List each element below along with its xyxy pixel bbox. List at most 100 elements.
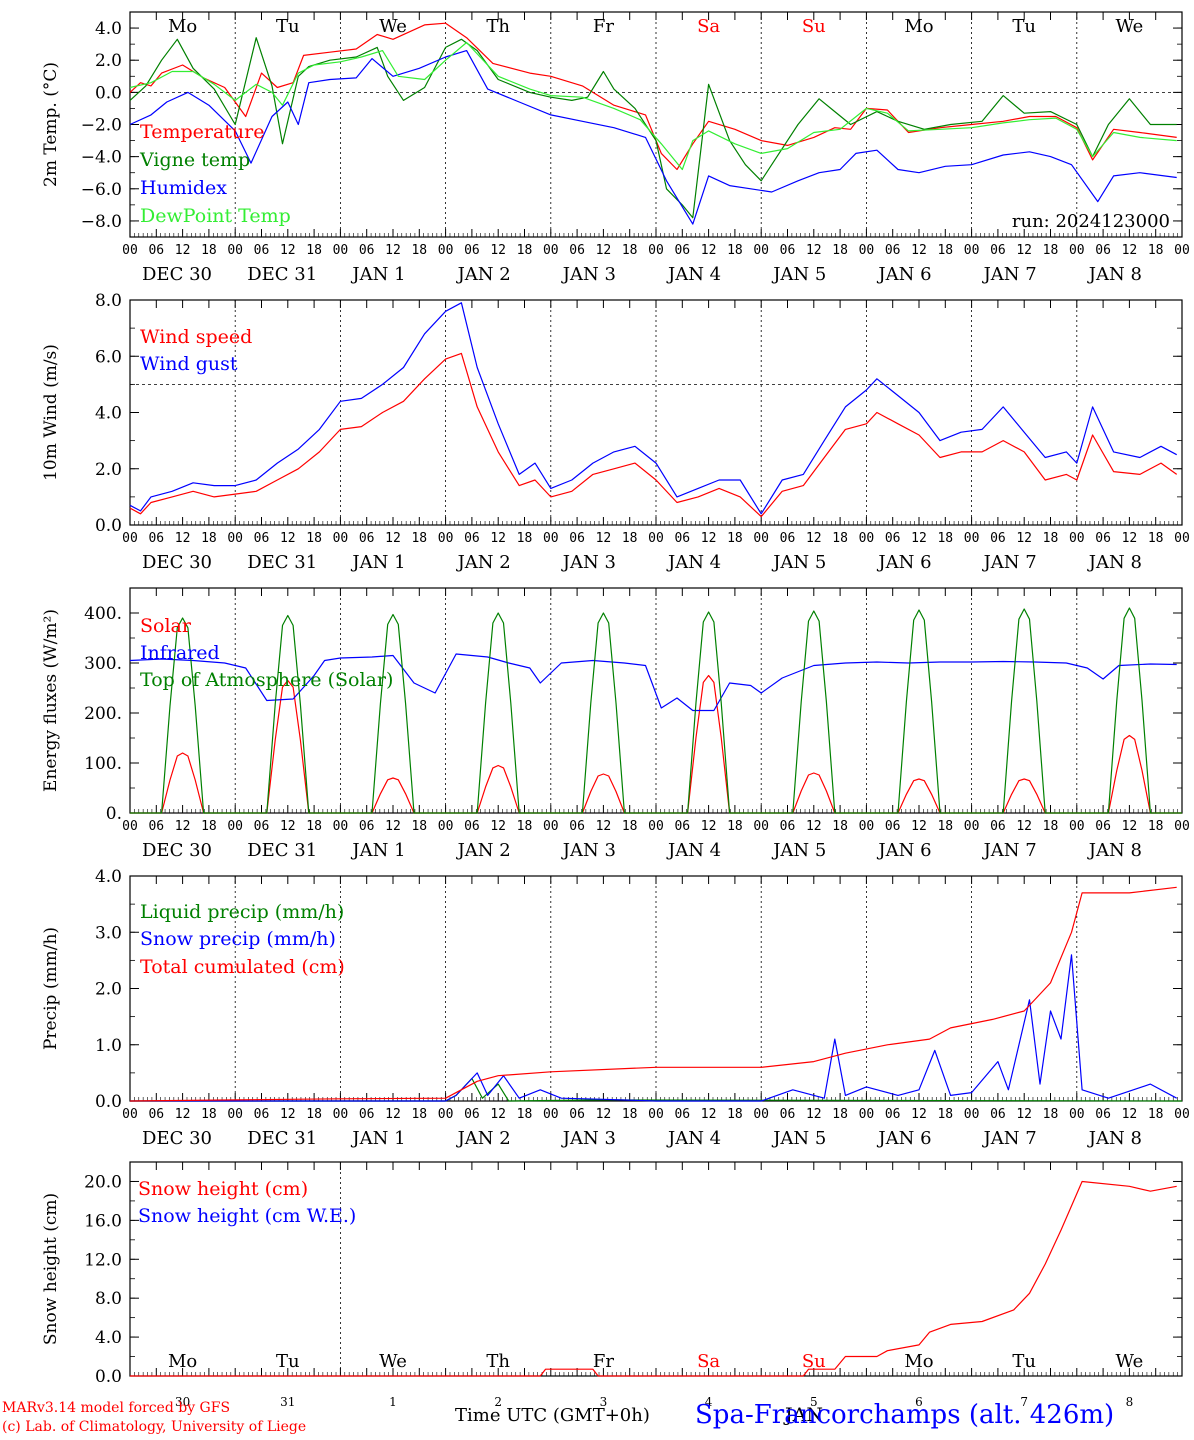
x-hour-label: 18 — [517, 531, 533, 546]
x-hour-label: 06 — [1095, 531, 1111, 546]
x-hour-label: 18 — [727, 243, 743, 258]
day-name-label: Mo — [904, 1351, 933, 1372]
x-date-label: JAN 2 — [456, 552, 511, 573]
x-hour-label: 00 — [227, 243, 243, 258]
x-hour-label: 00 — [753, 819, 769, 834]
x-hour-label: 00 — [438, 819, 454, 834]
x-date-label: JAN 2 — [456, 264, 511, 285]
x-hour-label: 18 — [411, 243, 427, 258]
x-hour-label: 06 — [674, 243, 690, 258]
x-date-label: JAN 1 — [350, 840, 405, 861]
y-tick-label: 8.0 — [95, 1289, 122, 1309]
x-hour-label: 00 — [543, 243, 559, 258]
legend-entry: Wind gust — [140, 353, 238, 375]
x-hour-label: 06 — [148, 1107, 164, 1122]
x-day-number: 30 — [175, 1395, 190, 1409]
day-name-label: Su — [802, 1351, 826, 1372]
y-tick-label: 400. — [84, 604, 122, 624]
legend-entry: Total cumulated (cm) — [140, 956, 345, 978]
x-hour-label: 12 — [280, 531, 296, 546]
x-hour-label: 06 — [359, 243, 375, 258]
y-axis-label: 10m Wind (m/s) — [41, 344, 61, 481]
series-line-humidex — [129, 50, 1177, 225]
x-hour-label: 06 — [569, 531, 585, 546]
x-hour-label: 12 — [1122, 243, 1138, 258]
x-hour-label: 06 — [464, 243, 480, 258]
y-tick-label: 1.0 — [95, 1036, 122, 1056]
day-name-label: Sa — [697, 1351, 720, 1372]
x-hour-label: 00 — [1069, 819, 1085, 834]
legend-entry: Humidex — [140, 177, 227, 199]
x-hour-label: 00 — [859, 819, 875, 834]
x-hour-label: 00 — [964, 531, 980, 546]
day-name-label: Th — [486, 16, 510, 37]
x-hour-label: 18 — [937, 531, 953, 546]
x-hour-label: 18 — [832, 531, 848, 546]
x-hour-label: 18 — [306, 531, 322, 546]
x-hour-label: 12 — [385, 531, 401, 546]
series-line-vigne-temp — [129, 37, 1177, 219]
x-hour-label: 06 — [885, 243, 901, 258]
x-date-label: DEC 31 — [247, 1128, 317, 1149]
x-hour-label: 12 — [806, 819, 822, 834]
x-hour-label: 00 — [964, 1107, 980, 1122]
x-hour-label: 18 — [937, 243, 953, 258]
x-hour-label: 06 — [569, 243, 585, 258]
x-hour-label: 00 — [333, 819, 349, 834]
x-date-label: JAN 3 — [561, 1128, 616, 1149]
x-hour-label: 00 — [648, 531, 664, 546]
x-hour-label: 12 — [701, 531, 717, 546]
x-date-label: JAN 2 — [456, 840, 511, 861]
y-tick-label: −8.0 — [81, 212, 122, 232]
x-hour-label: 00 — [753, 243, 769, 258]
x-hour-label: 18 — [1043, 819, 1059, 834]
x-hour-label: 06 — [148, 819, 164, 834]
x-hour-label: 00 — [859, 1107, 875, 1122]
x-hour-label: 00 — [333, 1107, 349, 1122]
x-hour-label: 12 — [596, 819, 612, 834]
x-hour-label: 12 — [596, 1107, 612, 1122]
x-hour-label: 00 — [648, 1107, 664, 1122]
x-hour-label: 06 — [674, 1107, 690, 1122]
x-hour-label: 00 — [227, 819, 243, 834]
x-hour-label: 18 — [411, 531, 427, 546]
x-date-label: JAN 4 — [666, 264, 721, 285]
x-hour-label: 12 — [911, 819, 927, 834]
x-hour-label: 00 — [333, 243, 349, 258]
x-hour-label: 12 — [806, 531, 822, 546]
x-hour-label: 18 — [201, 531, 217, 546]
x-hour-label: 00 — [227, 531, 243, 546]
x-hour-label: 18 — [622, 819, 638, 834]
x-hour-label: 00 — [333, 531, 349, 546]
y-tick-label: 16.0 — [84, 1211, 122, 1231]
x-hour-label: 06 — [464, 819, 480, 834]
x-hour-label: 06 — [780, 243, 796, 258]
x-hour-label: 12 — [701, 1107, 717, 1122]
y-tick-label: 4.0 — [95, 1328, 122, 1348]
y-tick-label: 8.0 — [95, 291, 122, 311]
x-hour-label: 18 — [1043, 531, 1059, 546]
x-date-label: JAN 6 — [876, 552, 931, 573]
x-hour-label: 06 — [569, 1107, 585, 1122]
x-hour-label: 06 — [885, 531, 901, 546]
legend-entry: Wind speed — [140, 326, 252, 348]
x-hour-label: 12 — [280, 1107, 296, 1122]
x-hour-label: 18 — [411, 1107, 427, 1122]
x-date-label: JAN 3 — [561, 264, 616, 285]
x-day-number: 4 — [705, 1395, 713, 1409]
x-hour-label: 06 — [990, 1107, 1006, 1122]
x-hour-label: 06 — [990, 531, 1006, 546]
x-hour-label: 12 — [490, 531, 506, 546]
x-hour-label: 12 — [1016, 531, 1032, 546]
x-date-label: DEC 31 — [247, 840, 317, 861]
day-name-label: We — [1116, 16, 1144, 37]
day-name-label: Su — [802, 16, 826, 37]
x-date-label: DEC 30 — [142, 264, 212, 285]
x-hour-label: 12 — [1122, 531, 1138, 546]
y-tick-label: 2.0 — [95, 460, 122, 480]
x-hour-label: 00 — [1174, 819, 1190, 834]
x-hour-label: 06 — [254, 531, 270, 546]
x-hour-label: 00 — [122, 243, 138, 258]
x-date-label: JAN 4 — [666, 840, 721, 861]
